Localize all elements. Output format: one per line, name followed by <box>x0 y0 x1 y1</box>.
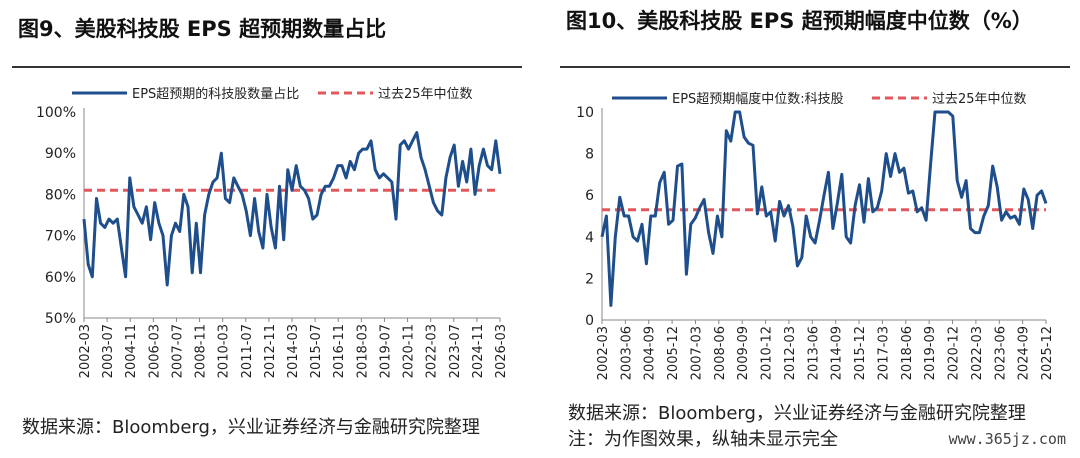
chart-1-title: 图9、美股科技股 EPS 超预期数量占比 <box>18 17 387 41</box>
x-tick-label: 2019-07 <box>378 324 393 378</box>
x-tick-label: 2004-09 <box>643 326 658 380</box>
x-tick-label: 2012-03 <box>783 326 798 380</box>
y-tick-label: 6 <box>585 188 594 204</box>
x-tick-label: 2006-03 <box>147 324 162 378</box>
x-tick-label: 2014-03 <box>286 324 301 378</box>
watermark-text: www.365jz.com <box>948 430 1066 448</box>
x-tick-label: 2022-03 <box>425 324 440 378</box>
x-tick-label: 2017-03 <box>876 326 891 380</box>
x-tick-label: 2007-03 <box>689 326 704 380</box>
x-tick-label: 2009-09 <box>736 326 751 380</box>
y-tick-label: 60% <box>45 270 76 286</box>
x-tick-label: 2024-11 <box>471 324 486 378</box>
x-tick-label: 2024-09 <box>1017 326 1032 380</box>
y-tick-label: 100% <box>36 105 76 121</box>
x-tick-label: 2005-12 <box>666 326 681 380</box>
x-tick-label: 2018-03 <box>355 324 370 378</box>
x-tick-label: 2023-06 <box>993 326 1008 380</box>
x-tick-label: 2002-03 <box>596 326 611 380</box>
y-tick-label: 2 <box>585 271 594 287</box>
x-tick-label: 2014-09 <box>830 326 845 380</box>
chart-2: 0 2 4 6 8 10 2002-03 2003-06 2004-09 2005-12 2007-… <box>576 91 1055 380</box>
x-tick-label: 2013-06 <box>806 326 821 380</box>
y-tick-label: 0 <box>585 313 594 329</box>
x-tick-label: 2003-07 <box>101 324 116 378</box>
x-tick-label: 2023-07 <box>448 324 463 378</box>
y-tick-label: 80% <box>45 187 76 203</box>
x-tick-label: 2022-03 <box>970 326 985 380</box>
x-tick-label: 2020-11 <box>402 324 417 378</box>
chart-2-title-rule <box>560 66 1070 68</box>
chart-2-title: 图10、美股科技股 EPS 超预期幅度中位数（%） <box>566 9 1033 33</box>
chart-2-note: 注：为作图效果，纵轴未显示完全 <box>568 429 838 450</box>
x-tick-label: 2018-06 <box>900 326 915 380</box>
x-tick-label: 2025-12 <box>1040 326 1055 380</box>
x-tick-label: 2019-09 <box>923 326 938 380</box>
y-tick-label: 10 <box>576 105 594 121</box>
x-tick-label: 2008-06 <box>713 326 728 380</box>
x-tick-label: 2004-11 <box>124 324 139 378</box>
y-tick-label: 70% <box>45 229 76 245</box>
x-tick-label: 2002-03 <box>78 324 93 378</box>
x-tick-label: 2012-11 <box>263 324 278 378</box>
y-tick-label: 8 <box>585 147 594 163</box>
x-tick-label: 2026-03 <box>494 324 509 378</box>
series-line <box>600 110 1048 307</box>
x-tick-label: 2003-06 <box>619 326 634 380</box>
x-tick-label: 2007-07 <box>170 324 185 378</box>
chart-1-title-rule <box>12 66 522 68</box>
x-tick-label: 2008-11 <box>194 324 209 378</box>
x-tick-label: 2015-07 <box>309 324 324 378</box>
series-line <box>82 131 502 287</box>
x-tick-label: 2020-12 <box>947 326 962 380</box>
legend-label-series: EPS超预期的科技股数量占比 <box>132 86 299 102</box>
chart-1: 50% 60% 70% 80% 90% 100% 2002-03 2003-07 2004-11… <box>36 86 509 378</box>
x-tick-label: 2010-03 <box>217 324 232 378</box>
legend-label-median: 过去25年中位数 <box>932 92 1027 107</box>
chart-1-source: 数据来源：Bloomberg，兴业证券经济与金融研究院整理 <box>22 417 480 438</box>
chart-2-source: 数据来源：Bloomberg，兴业证券经济与金融研究院整理 <box>568 403 1026 424</box>
legend-label-median: 过去25年中位数 <box>378 87 473 102</box>
x-tick-label: 2011-07 <box>240 324 255 378</box>
y-tick-label: 50% <box>45 311 76 327</box>
legend-label-series: EPS超预期幅度中位数:科技股 <box>672 91 844 107</box>
y-tick-label: 4 <box>585 230 594 246</box>
y-tick-label: 90% <box>45 146 76 162</box>
x-tick-label: 2015-12 <box>853 326 868 380</box>
x-tick-label: 2016-11 <box>332 324 347 378</box>
x-tick-label: 2010-12 <box>760 326 775 380</box>
